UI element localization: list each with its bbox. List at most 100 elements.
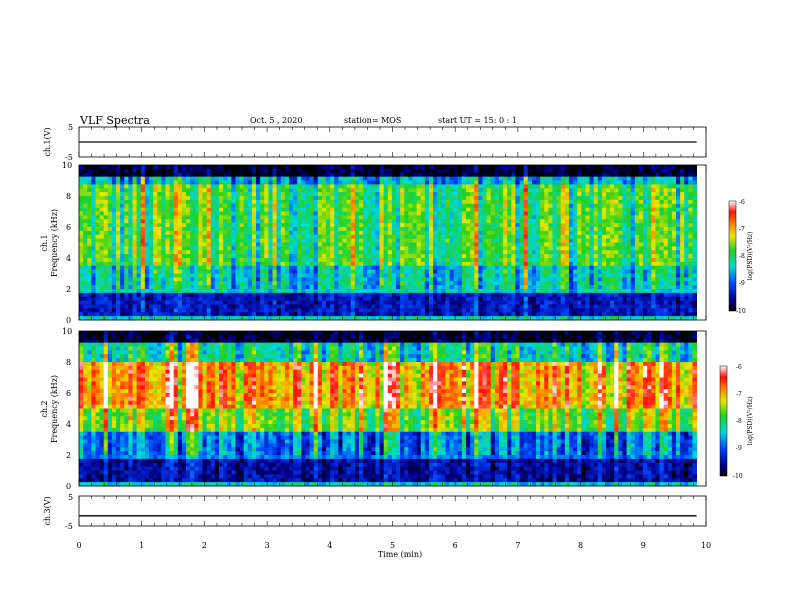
ch1-spectrogram-cell [560,254,566,259]
ch1-spectrogram-cell [148,196,154,201]
ch1-spectrogram-cell [564,250,570,255]
ch1-spectrogram-cell [235,211,240,216]
ch1-spectrogram-cell [396,292,401,298]
ch1-spectrogram-cell [577,304,582,309]
ch1-spectrogram-cell [218,308,224,313]
ch1-spectrogram-cell [235,196,240,201]
ch1-spectrogram-cell [293,203,298,209]
ch1-spectrogram-cell [144,211,150,216]
ch1-spectrogram-cell [235,304,240,309]
ch1-spectrogram-cell [107,316,113,321]
ch1-spectrogram-cell [420,223,426,228]
ch1-spectrogram-cell [354,234,360,240]
ch1-spectrogram-cell [445,192,450,197]
ch1-spectrogram-cell [284,176,290,181]
ch1-spectrogram-cell [251,308,257,313]
ch1-spectrogram-cell [371,215,376,220]
ch1-spectrogram-cell [494,289,500,294]
ch1-spectrogram-cell [548,273,553,278]
ch1-spectrogram-cell [470,219,475,224]
ch1-spectrogram-cell [498,238,504,243]
ch1-spectrogram-cell [589,219,595,224]
ch1-spectrogram-cell [194,180,199,185]
ch1-spectrogram-cell [457,165,463,170]
ch1-spectrogram-cell [111,227,117,232]
ch1-spectrogram-cell [470,300,475,305]
ch1-spectrogram-cell [313,196,319,201]
ch1-spectrogram-cell [358,258,364,263]
ch1-spectrogram-cell [317,261,323,267]
ch1-spectrogram-cell [202,250,208,255]
ch1-spectrogram-cell [511,168,516,174]
ch1-spectrogram-cell [449,165,455,170]
ch1-spectrogram-cell [478,199,483,205]
ch1-spectrogram-cell [453,242,459,247]
ch1-spectrogram-cell [210,316,216,321]
ch1-spectrogram-cell [272,168,278,174]
ch1-spectrogram-cell [404,289,409,294]
ch1-spectrogram-cell [243,265,249,271]
ch1-spectrogram-cell [511,211,516,216]
ch1-spectrogram-cell [391,165,397,170]
ch1-spectrogram-cell [441,254,446,259]
ch1-spectrogram-cell [515,261,520,267]
ch1-spectrogram-cell [305,176,310,181]
ch1-spectrogram-cell [91,312,96,317]
ch1-spectrogram-cell [276,300,282,305]
ch1-spectrogram-cell [177,281,183,286]
ch1-spectrogram-cell [169,250,175,255]
ch1-spectrogram-cell [111,196,117,201]
ch1-spectrogram-cell [478,258,483,263]
ch1-spectrogram-cell [536,211,541,216]
ch1-spectrogram-cell [210,304,216,309]
ch1-spectrogram-cell [478,269,483,274]
ch1-spectrogram-cell [540,258,545,263]
ch1-spectrogram-cell [346,277,352,282]
ch1-spectrogram-cell [482,165,488,170]
ch1-spectrogram-cell [523,227,529,232]
ch1-spectrogram-cell [169,215,175,220]
ch1-spectrogram-cell [585,246,590,251]
ch1-spectrogram-cell [153,246,158,251]
ch1-spectrogram-cell [198,203,203,209]
ch1-spectrogram-cell [581,285,586,290]
ch1-spectrogram-cell [420,316,426,321]
ch1-spectrogram-cell [375,184,380,189]
ch1-spectrogram-cell [144,176,150,181]
ch1-spectrogram-cell [498,242,504,247]
ch1-spectrogram-cell [515,289,520,294]
ch1-spectrogram-cell [136,265,142,271]
ch1-spectrogram-cell [461,176,467,181]
ch1-spectrogram-cell [169,289,175,294]
ch1-spectrogram-cell [461,196,467,201]
ch1-spectrogram-cell [507,308,512,313]
ch1-spectrogram-cell [527,246,533,251]
ch1-spectrogram-cell [404,215,409,220]
ch1-spectrogram-cell [239,246,245,251]
ch1-spectrogram-cell [445,196,450,201]
ch1-spectrogram-cell [342,308,348,313]
ch1-spectrogram-cell [531,242,537,247]
ch1-spectrogram-cell [433,300,438,305]
ch1-spectrogram-cell [540,281,545,286]
ch1-spectrogram-cell [87,269,92,274]
ch1-spectrogram-cell [169,296,175,302]
ch1-spectrogram-cell [83,188,88,193]
ch1-spectrogram-cell [523,176,529,181]
ch1-spectrogram-cell [301,281,306,286]
ch1-spectrogram-cell [177,230,183,236]
ch1-spectrogram-cell [227,304,232,309]
ch1-spectrogram-cell [515,211,520,216]
ch1-spectrogram-cell [111,265,117,271]
ch1-spectrogram-cell [416,273,422,278]
ch1-spectrogram-cell [256,180,261,185]
ch1-spectrogram-cell [161,250,166,255]
ch1-spectrogram-cell [453,219,459,224]
ch1-spectrogram-cell [379,215,385,220]
ch1-spectrogram-cell [256,230,261,236]
ch1-spectrogram-cell [511,316,516,321]
ch1-spectrogram-cell [128,211,133,216]
ch1-spectrogram-cell [144,196,150,201]
ch1-spectrogram-cell [83,223,88,228]
ch1-spectrogram-cell [507,219,512,224]
